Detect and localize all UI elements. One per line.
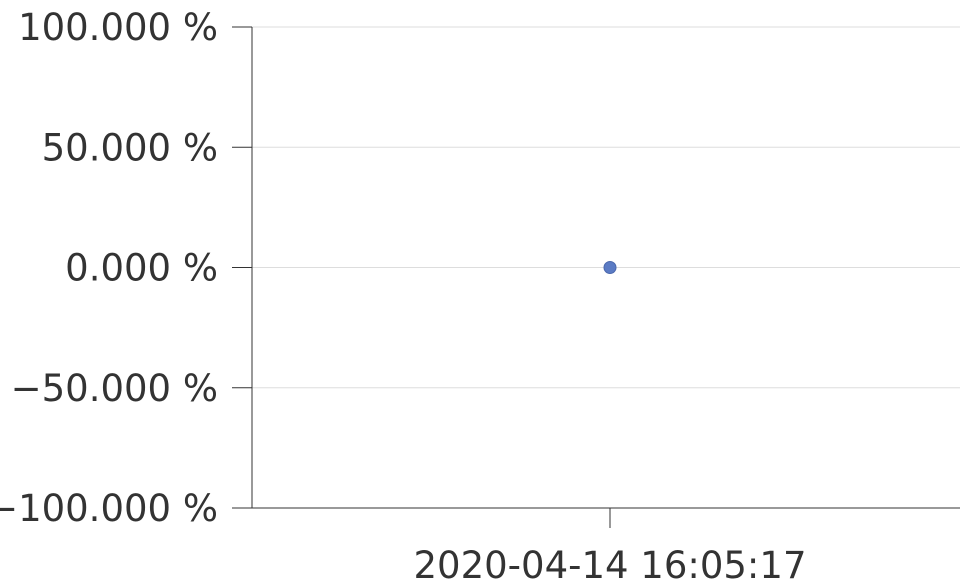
x-tick-labels: 2020-04-14 16:05:17 [414,544,807,582]
y-tick-label: −50.000 % [11,367,218,410]
axes [232,26,960,528]
x-tick-label: 2020-04-14 16:05:17 [414,544,807,582]
y-tick-label: −100.000 % [0,487,218,530]
grid-lines [252,26,960,389]
data-points [603,261,617,274]
y-tick-label: 0.000 % [65,247,218,290]
data-point [603,261,617,274]
y-tick-labels: 100.000 % 50.000 % 0.000 % −50.000 % −100.00… [0,6,218,530]
y-tick-label: 100.000 % [18,6,218,49]
y-tick-label: 50.000 % [42,126,218,169]
